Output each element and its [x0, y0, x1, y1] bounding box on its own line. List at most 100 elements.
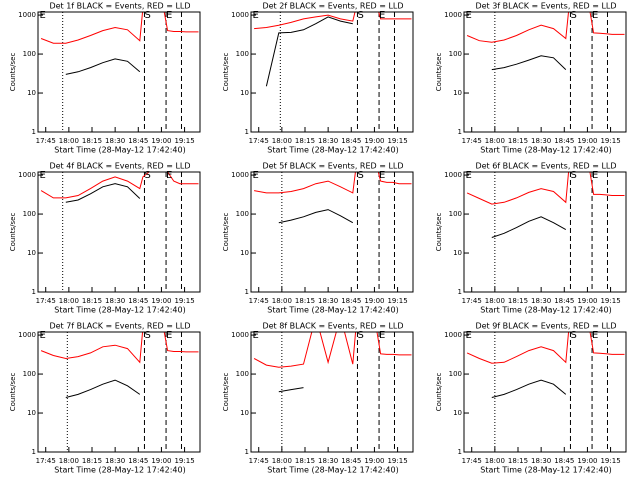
annotation: S	[144, 10, 150, 21]
y-tick-label: 1000	[444, 11, 462, 19]
plot-area	[466, 172, 625, 292]
y-tick-label: 1000	[444, 331, 462, 339]
y-tick-label: 1000	[444, 171, 462, 179]
x-tick-label: 18:30	[318, 457, 338, 465]
panel: Det 1f BLACK = Events, RED = LLD Start Ti…	[9, 2, 201, 155]
annotation: E	[166, 170, 172, 181]
x-tick-label: 18:00	[59, 297, 79, 305]
x-tick-label: 17:45	[249, 457, 269, 465]
x-tick-label: 18:00	[485, 297, 505, 305]
x-tick-label: 19:00	[151, 137, 171, 145]
annotation: E	[253, 330, 259, 341]
axis-frame	[37, 171, 201, 293]
y-tick-label: 1000	[231, 171, 249, 179]
x-tick-label: 18:30	[105, 457, 125, 465]
annotation: E	[379, 330, 385, 341]
chart-title: Det 2f BLACK = Events, RED = LLD	[262, 2, 403, 11]
x-tick-label: 18:15	[295, 137, 315, 145]
x-tick-label: 18:15	[508, 457, 528, 465]
plot-area	[40, 332, 199, 452]
x-tick-label: 17:45	[462, 297, 482, 305]
chart-title: Det 5f BLACK = Events, RED = LLD	[262, 162, 403, 171]
annotation: S	[357, 170, 363, 181]
y-tick-label: 10	[240, 249, 249, 257]
annotation: E	[40, 10, 46, 21]
x-tick-label: 18:15	[82, 137, 102, 145]
y-tick-label: 1	[32, 128, 36, 136]
y-tick-label: 10	[27, 409, 36, 417]
annotation: E	[40, 170, 46, 181]
axis-frame	[37, 11, 201, 133]
annotation: E	[592, 330, 598, 341]
y-axis-label: Counts/sec	[222, 53, 230, 92]
y-axis-label: Counts/sec	[9, 213, 17, 252]
y-tick-label: 100	[236, 210, 249, 218]
chart-title: Det 7f BLACK = Events, RED = LLD	[49, 322, 190, 331]
plot-area	[466, 12, 625, 132]
y-tick-label: 10	[453, 249, 462, 257]
y-tick-label: 1	[458, 448, 462, 456]
chart-title: Det 4f BLACK = Events, RED = LLD	[49, 162, 190, 171]
x-tick-label: 18:30	[531, 457, 551, 465]
annotation: S	[570, 330, 576, 341]
x-tick-label: 18:00	[59, 457, 79, 465]
y-tick-label: 100	[236, 370, 249, 378]
chart-title: Det 6f BLACK = Events, RED = LLD	[475, 162, 616, 171]
axis-frame	[463, 171, 627, 293]
axis-frame	[463, 331, 627, 453]
plot-area	[253, 332, 412, 452]
y-tick-label: 1000	[18, 331, 36, 339]
y-tick-label: 1000	[231, 11, 249, 19]
chart-title: Det 1f BLACK = Events, RED = LLD	[49, 2, 190, 11]
x-tick-label: 18:30	[318, 297, 338, 305]
x-tick-label: 19:00	[577, 137, 597, 145]
x-tick-label: 19:00	[364, 297, 384, 305]
y-tick-label: 100	[23, 210, 36, 218]
x-axis-label: Start Time (28-May-12 17:42:40)	[54, 146, 185, 155]
series-line	[265, 16, 353, 87]
x-tick-label: 18:15	[82, 457, 102, 465]
y-tick-label: 10	[453, 89, 462, 97]
panel: Det 5f BLACK = Events, RED = LLD Start Ti…	[222, 162, 414, 315]
series-line	[466, 12, 625, 43]
series-line	[65, 58, 141, 75]
annotation: E	[379, 170, 385, 181]
series-line	[65, 379, 141, 398]
x-tick-label: 18:45	[554, 297, 574, 305]
y-axis-label: Counts/sec	[9, 373, 17, 412]
x-tick-label: 19:15	[600, 297, 620, 305]
x-tick-label: 18:45	[554, 457, 574, 465]
plot-area	[254, 172, 412, 292]
y-tick-label: 100	[23, 370, 36, 378]
x-tick-label: 19:15	[174, 297, 194, 305]
x-tick-label: 17:45	[462, 457, 482, 465]
x-axis-label: Start Time (28-May-12 17:42:40)	[267, 306, 398, 315]
chart-title: Det 9f BLACK = Events, RED = LLD	[475, 322, 616, 331]
annotation: S	[357, 330, 363, 341]
x-tick-label: 19:00	[364, 137, 384, 145]
x-tick-label: 18:00	[272, 137, 292, 145]
series-line	[65, 183, 141, 203]
series-line	[491, 379, 567, 398]
x-tick-label: 19:15	[600, 457, 620, 465]
x-tick-label: 17:45	[36, 297, 56, 305]
plot-area	[40, 172, 199, 292]
y-axis-label: Counts/sec	[9, 53, 17, 92]
x-tick-label: 18:45	[341, 137, 361, 145]
y-tick-label: 1	[458, 128, 462, 136]
annotation: S	[570, 170, 576, 181]
series-line	[278, 387, 304, 393]
x-tick-label: 18:00	[485, 457, 505, 465]
x-tick-label: 18:15	[82, 297, 102, 305]
x-tick-label: 19:00	[577, 297, 597, 305]
annotation: E	[592, 170, 598, 181]
axis-frame	[250, 331, 414, 453]
x-tick-label: 19:15	[174, 137, 194, 145]
x-tick-label: 19:00	[577, 457, 597, 465]
panel: Det 8f BLACK = Events, RED = LLD Start Ti…	[222, 322, 414, 475]
x-tick-label: 18:45	[128, 457, 148, 465]
y-tick-label: 1	[458, 288, 462, 296]
x-tick-label: 18:15	[295, 457, 315, 465]
annotation: S	[570, 10, 576, 21]
